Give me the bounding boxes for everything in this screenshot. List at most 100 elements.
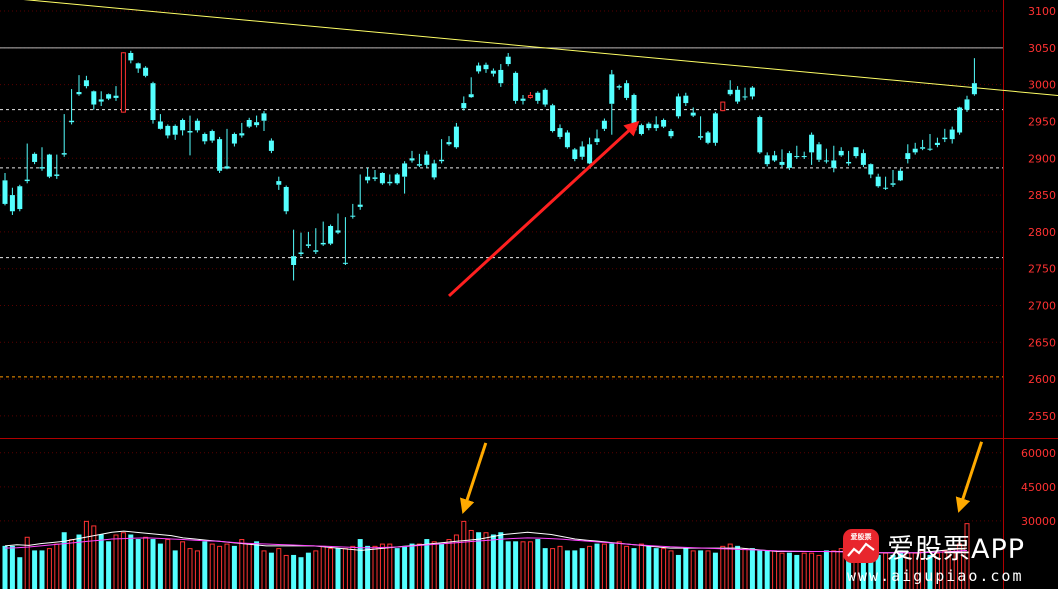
candle-body: [446, 142, 452, 145]
candle: [646, 122, 652, 131]
candle: [794, 145, 800, 160]
candle: [920, 139, 926, 151]
volume-bar: [394, 548, 400, 589]
volume-bar: [816, 554, 822, 589]
candle: [24, 143, 30, 184]
volume-bar: [135, 539, 141, 589]
volume-bar: [712, 552, 718, 589]
candle: [209, 129, 215, 143]
candle-body: [698, 136, 704, 138]
y-tick-label: 2750: [1028, 263, 1056, 276]
volume-bar: [335, 548, 341, 589]
volume-bar: [846, 550, 852, 589]
trendline: [23, 0, 1058, 96]
reference-lines: [0, 47, 1003, 378]
volume-bar: [379, 543, 385, 589]
candle: [564, 130, 570, 149]
candle-body: [246, 119, 252, 127]
candle: [727, 80, 733, 96]
volume-bar: [527, 541, 533, 589]
volume-bar: [209, 543, 215, 589]
candle-body: [239, 133, 245, 136]
candle: [135, 62, 141, 73]
candle: [527, 92, 533, 99]
volume-bar: [24, 536, 30, 589]
candle-body: [661, 119, 667, 127]
candle-body: [838, 150, 844, 156]
candle: [735, 86, 741, 104]
candle: [801, 151, 807, 160]
volume-bar: [305, 552, 311, 589]
candle-body: [957, 107, 963, 133]
candle-body: [823, 160, 829, 162]
volume-bar: [675, 554, 681, 589]
watermark-logo-text: 爱股票: [850, 533, 872, 541]
candle: [638, 123, 644, 136]
volume-bar: [357, 539, 363, 589]
volume-bar: [868, 554, 874, 589]
candle: [905, 144, 911, 164]
candle: [661, 118, 667, 129]
candle: [276, 176, 282, 190]
volume-bar: [875, 554, 881, 589]
candle-body: [705, 132, 711, 143]
candle-body: [224, 166, 230, 169]
candle-body: [424, 154, 430, 165]
candle: [579, 141, 585, 160]
volume-bar: [416, 543, 422, 589]
candle: [476, 62, 482, 74]
volume-bar: [542, 548, 548, 589]
candle: [431, 159, 437, 180]
candle-body: [646, 123, 652, 129]
candle-body: [291, 256, 297, 266]
candle-body: [564, 132, 570, 148]
volume-bar: [439, 543, 445, 589]
volume-bar: [838, 548, 844, 589]
candle: [224, 128, 230, 170]
candle: [957, 106, 963, 135]
candle: [720, 101, 726, 112]
volume-bar: [601, 543, 607, 589]
candle-body: [231, 133, 237, 144]
candle-body: [194, 120, 200, 131]
volume-bar: [794, 554, 800, 589]
volume-bar: [453, 534, 459, 589]
volume-bar: [54, 543, 60, 589]
y-tick-label: 2850: [1028, 189, 1056, 202]
candle: [416, 153, 422, 168]
candle-body: [675, 96, 681, 117]
volume-bar: [313, 550, 319, 589]
volume-bar: [520, 541, 526, 589]
watermark-logo: 爱股票: [843, 529, 879, 563]
volume-bar: [76, 534, 82, 589]
candle-body: [579, 146, 585, 157]
candle: [816, 142, 822, 162]
candle: [468, 77, 474, 98]
candle: [498, 64, 504, 87]
candle-body: [587, 144, 593, 164]
volume-bar: [172, 550, 178, 589]
candle-body: [942, 137, 948, 140]
candle-body: [402, 163, 408, 177]
candle: [609, 69, 615, 135]
candle: [254, 115, 260, 128]
y-tick-label: 2650: [1028, 336, 1056, 349]
chart-line-icon: [847, 542, 875, 557]
y-tick-label: 2700: [1028, 299, 1056, 312]
candle: [76, 75, 82, 96]
volume-bar: [646, 545, 652, 589]
candle: [668, 128, 674, 139]
candle: [172, 124, 178, 140]
candle-body: [749, 87, 755, 97]
volume-bars: [2, 520, 970, 589]
volume-bar: [217, 545, 223, 589]
volume-bar: [46, 548, 52, 589]
volume-bar: [431, 541, 437, 589]
candle: [143, 66, 149, 78]
y-tick-label: 2800: [1028, 226, 1056, 239]
volume-bar: [735, 545, 741, 589]
volume-bar: [587, 545, 593, 589]
candle-body: [772, 155, 778, 161]
candle-body: [949, 129, 955, 140]
